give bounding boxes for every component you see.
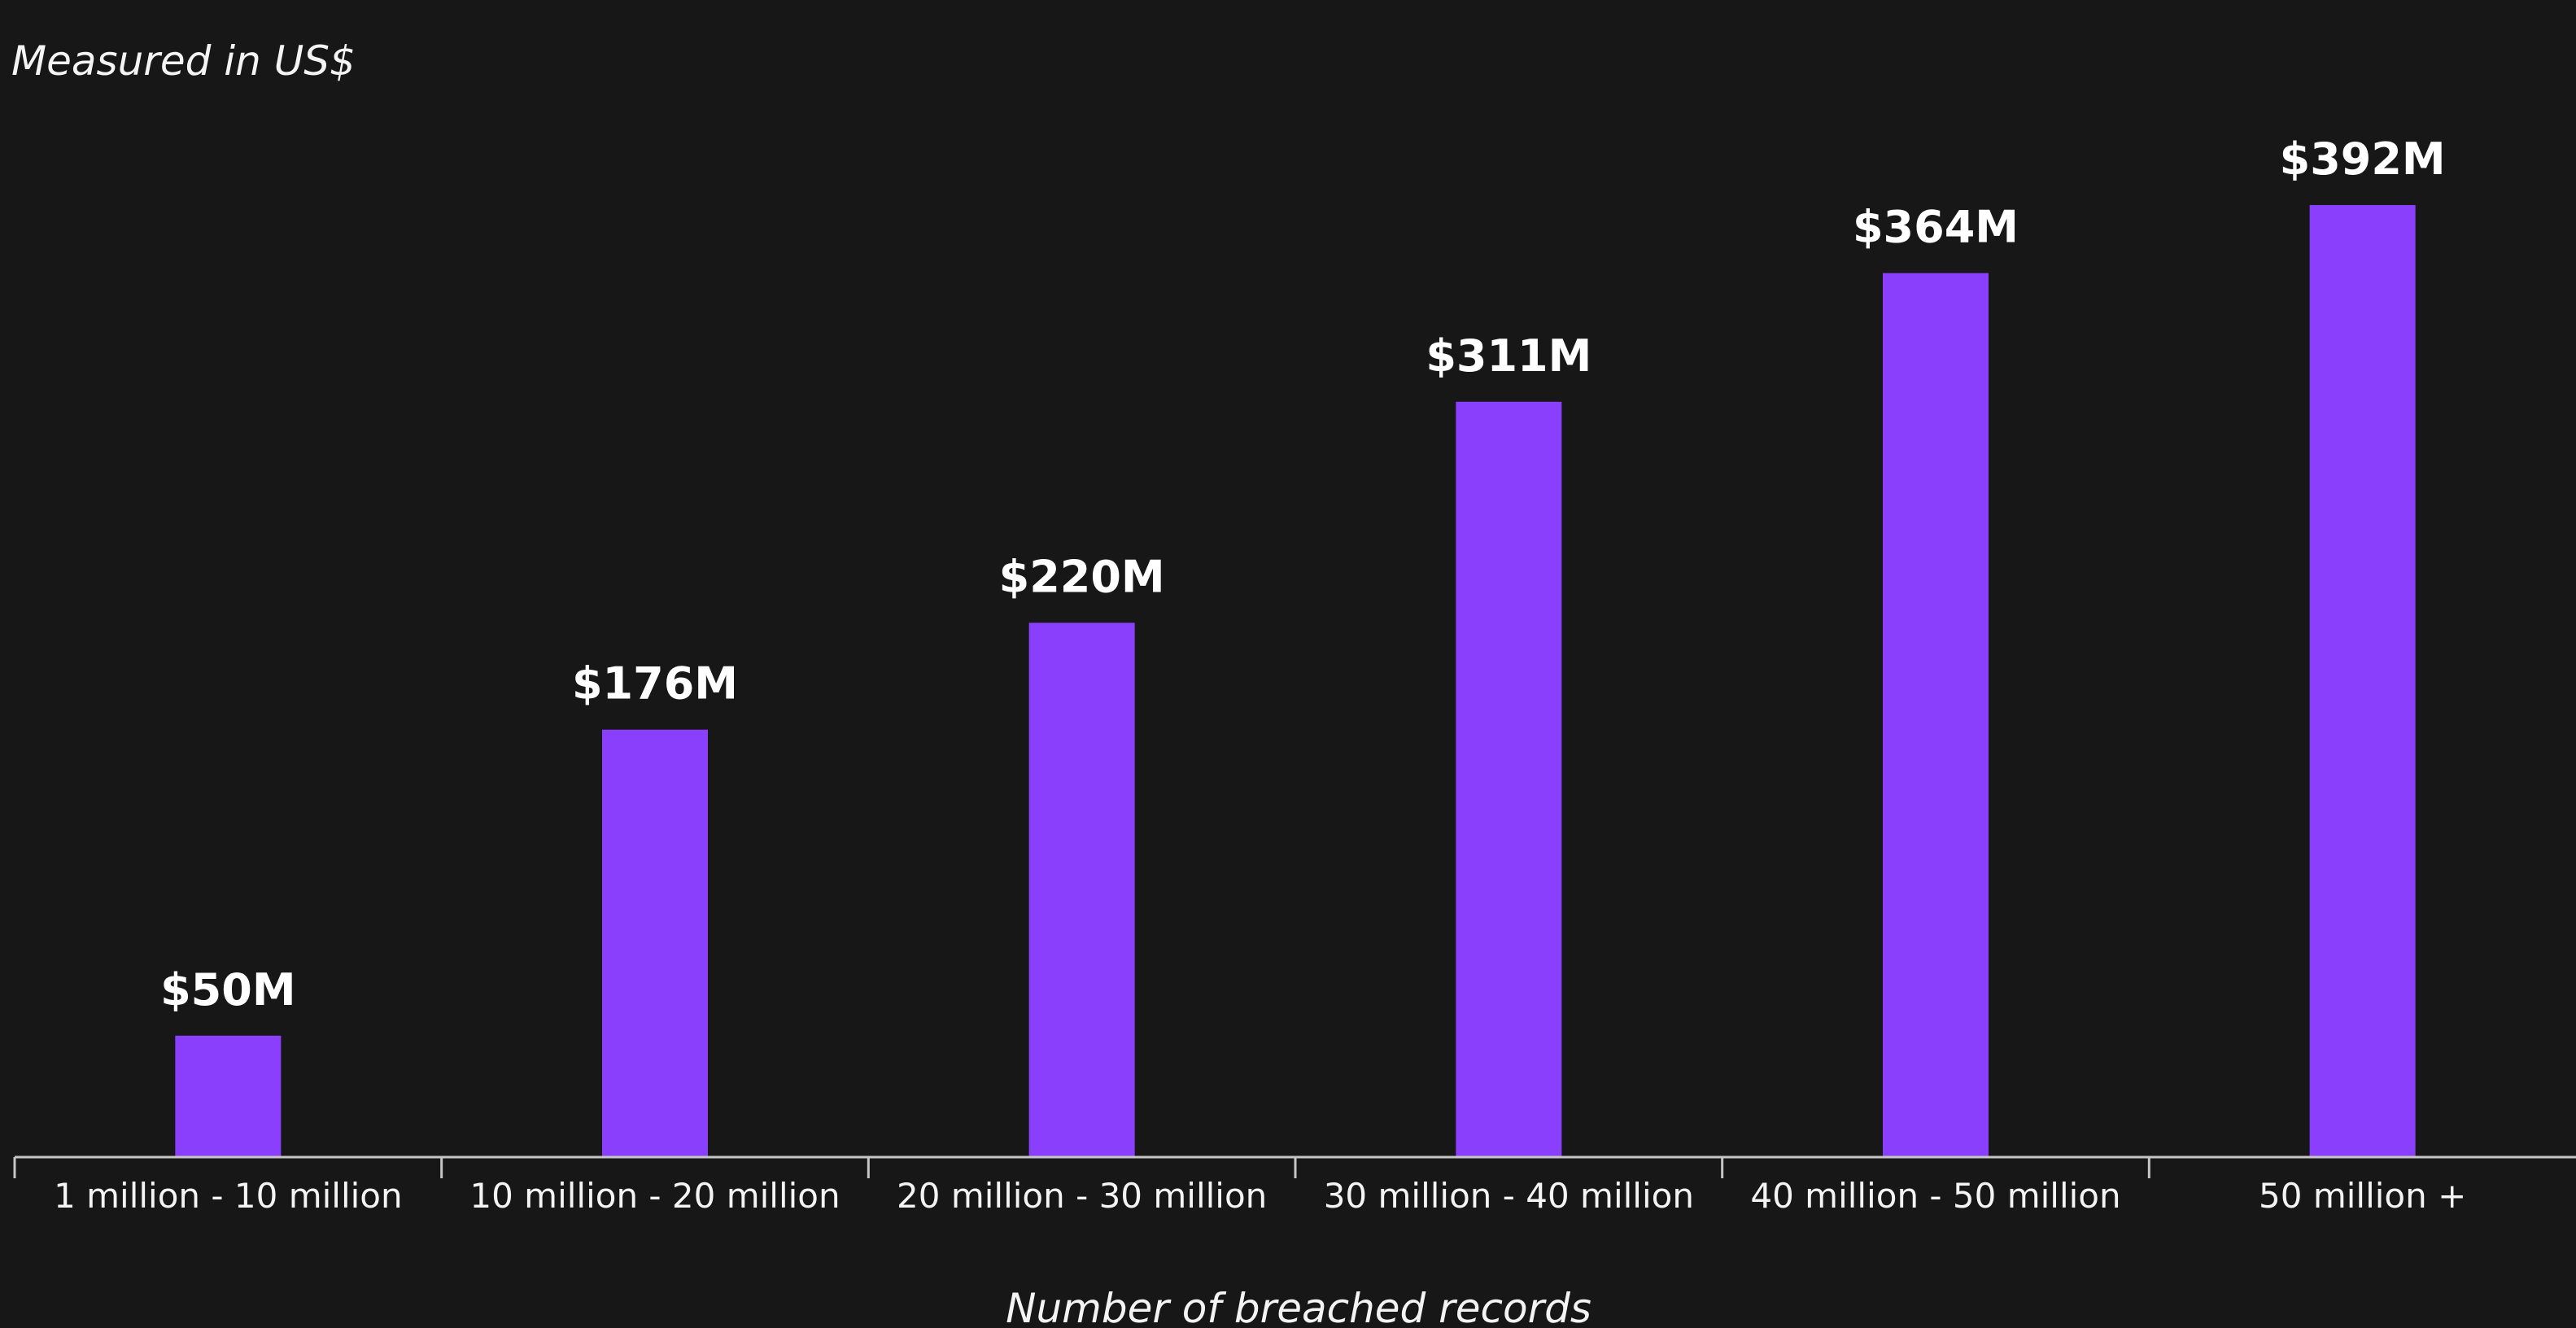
bar-4 [1456,401,1562,1157]
x-tick-label-4: 30 million - 40 million [1324,1176,1694,1216]
units-note: Measured in US$ [11,37,356,85]
bar-6 [2309,205,2416,1157]
bar-value-label-1: $50M [160,964,295,1016]
bar-value-label-5: $364M [1853,202,2019,253]
x-tick-label-3: 20 million - 30 million [897,1176,1267,1216]
x-tick-label-2: 10 million - 20 million [469,1176,840,1216]
x-tick-label-5: 40 million - 50 million [1750,1176,2120,1216]
bar-5 [1883,273,1989,1158]
x-ticks-group [13,1157,2150,1178]
bar-1 [175,1035,282,1157]
x-tick-labels-group: 1 million - 10 million 10 million - 20 mi… [54,1176,2466,1216]
x-axis-title: Number of breached records [1006,1285,1591,1328]
bar-value-label-3: $220M [999,551,1165,602]
bar-value-label-2: $176M [572,658,738,710]
bar-value-label-4: $311M [1426,330,1591,382]
bar-2 [602,729,708,1157]
bars-group [175,205,2416,1158]
bar-3 [1028,622,1135,1157]
value-labels-group: $50M $176M $220M $311M $364M $392M [160,133,2446,1016]
bar-value-label-6: $392M [2280,133,2446,185]
x-tick-label-1: 1 million - 10 million [54,1176,403,1216]
x-tick-label-6: 50 million + [2259,1176,2466,1216]
